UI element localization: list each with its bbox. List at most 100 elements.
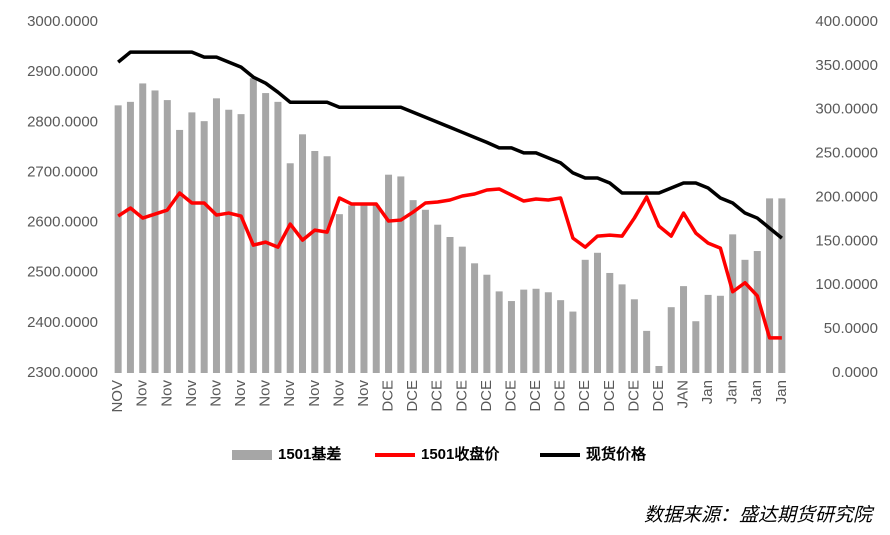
y2-tick-label: 400.0000 — [815, 13, 878, 30]
x-tick-label: Nov — [134, 380, 151, 407]
bar — [557, 300, 565, 373]
bar — [335, 214, 343, 373]
x-tick-label: DCE — [601, 380, 618, 412]
bar — [495, 291, 503, 373]
bar — [753, 251, 761, 373]
bar — [151, 90, 159, 373]
x-tick-label: Jan — [699, 380, 716, 404]
bar — [766, 198, 774, 373]
bar — [483, 274, 491, 373]
x-tick-label: DCE — [478, 380, 495, 412]
bar — [630, 299, 638, 373]
bar — [421, 209, 429, 373]
y2-tick-label: 200.0000 — [815, 188, 878, 205]
x-tick-label: Nov — [158, 380, 175, 407]
bar — [249, 78, 257, 373]
x-tick-label: DCE — [527, 380, 544, 412]
bar — [532, 288, 540, 373]
bar — [618, 284, 626, 373]
bar — [188, 112, 196, 373]
y2-tick-label: 150.0000 — [815, 232, 878, 249]
bar — [114, 105, 122, 374]
bar — [729, 234, 737, 373]
legend-label: 1501基差 — [278, 445, 341, 463]
x-tick-label: DCE — [576, 380, 593, 412]
bar — [409, 200, 417, 373]
bar — [704, 294, 712, 373]
x-tick-label: DCE — [429, 380, 446, 412]
bar — [741, 259, 749, 373]
bar — [458, 246, 466, 373]
x-tick-label: DCE — [453, 380, 470, 412]
bar — [348, 205, 356, 373]
bar — [581, 259, 589, 373]
x-tick-label: Jan — [773, 380, 790, 404]
bar — [385, 174, 393, 373]
bar — [299, 134, 307, 373]
x-tick-label: DCE — [380, 380, 397, 412]
y-tick-label: 2900.0000 — [27, 63, 98, 80]
y-tick-label: 2600.0000 — [27, 214, 98, 231]
x-tick-label: Nov — [183, 380, 200, 407]
source-note: 数据来源：盛达期货研究院 — [644, 504, 875, 526]
line — [117, 50, 783, 240]
bar — [225, 109, 233, 373]
y2-tick-label: 350.0000 — [815, 57, 878, 74]
bar — [237, 114, 245, 373]
y-tick-label: 2500.0000 — [27, 264, 98, 281]
legend-label: 1501收盘价 — [421, 445, 500, 463]
x-tick-label: Jan — [724, 380, 741, 404]
bar — [667, 307, 675, 373]
bar — [606, 272, 614, 373]
x-tick-label: Nov — [281, 380, 298, 407]
bar — [434, 224, 442, 373]
x-tick-label: JAN — [674, 380, 691, 408]
legend-swatch — [232, 450, 272, 460]
bar — [680, 286, 688, 373]
x-tick-label: Jan — [748, 380, 765, 404]
bar — [274, 101, 282, 373]
bar — [716, 295, 724, 373]
x-tick-label: Nov — [330, 380, 347, 407]
y2-tick-label: 250.0000 — [815, 145, 878, 162]
bar — [360, 205, 368, 373]
bar — [446, 236, 454, 373]
x-tick-label: DCE — [625, 380, 642, 412]
bar — [372, 205, 380, 373]
x-tick-label: Nov — [355, 380, 372, 407]
bar — [311, 150, 319, 373]
x-tick-label: DCE — [502, 380, 519, 412]
x-tick-label: Nov — [257, 380, 274, 407]
bar — [163, 100, 171, 373]
y2-tick-label: 0.0000 — [832, 364, 878, 381]
x-tick-label: DCE — [404, 380, 421, 412]
bar — [778, 198, 786, 373]
bar — [655, 365, 663, 373]
bar — [544, 292, 552, 373]
bar — [520, 289, 528, 373]
y2-tick-label: 50.0000 — [824, 320, 878, 337]
bar — [323, 156, 331, 373]
x-tick-label: Nov — [306, 380, 323, 407]
bar — [471, 263, 479, 373]
line — [117, 187, 782, 340]
y-tick-label: 2700.0000 — [27, 163, 98, 180]
x-tick-label: NOV — [109, 380, 126, 413]
x-tick-label: DCE — [650, 380, 667, 412]
bar — [200, 121, 208, 373]
bar — [176, 129, 184, 373]
y-tick-label: 2300.0000 — [27, 364, 98, 381]
bar — [593, 252, 601, 373]
bar — [692, 321, 700, 373]
y2-tick-label: 300.0000 — [815, 101, 878, 118]
y-tick-label: 3000.0000 — [27, 13, 98, 30]
x-tick-label: Nov — [232, 380, 249, 407]
bar — [397, 176, 405, 373]
y-tick-label: 2800.0000 — [27, 113, 98, 130]
x-tick-label: DCE — [552, 380, 569, 412]
bar — [212, 98, 220, 373]
bar — [139, 83, 147, 374]
bar — [643, 330, 651, 373]
bar — [286, 163, 294, 373]
